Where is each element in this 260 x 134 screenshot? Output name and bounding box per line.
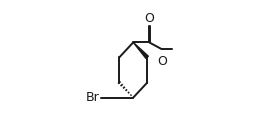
Text: O: O: [157, 55, 167, 68]
Polygon shape: [133, 42, 148, 58]
Text: Br: Br: [86, 91, 100, 104]
Text: O: O: [144, 12, 154, 25]
